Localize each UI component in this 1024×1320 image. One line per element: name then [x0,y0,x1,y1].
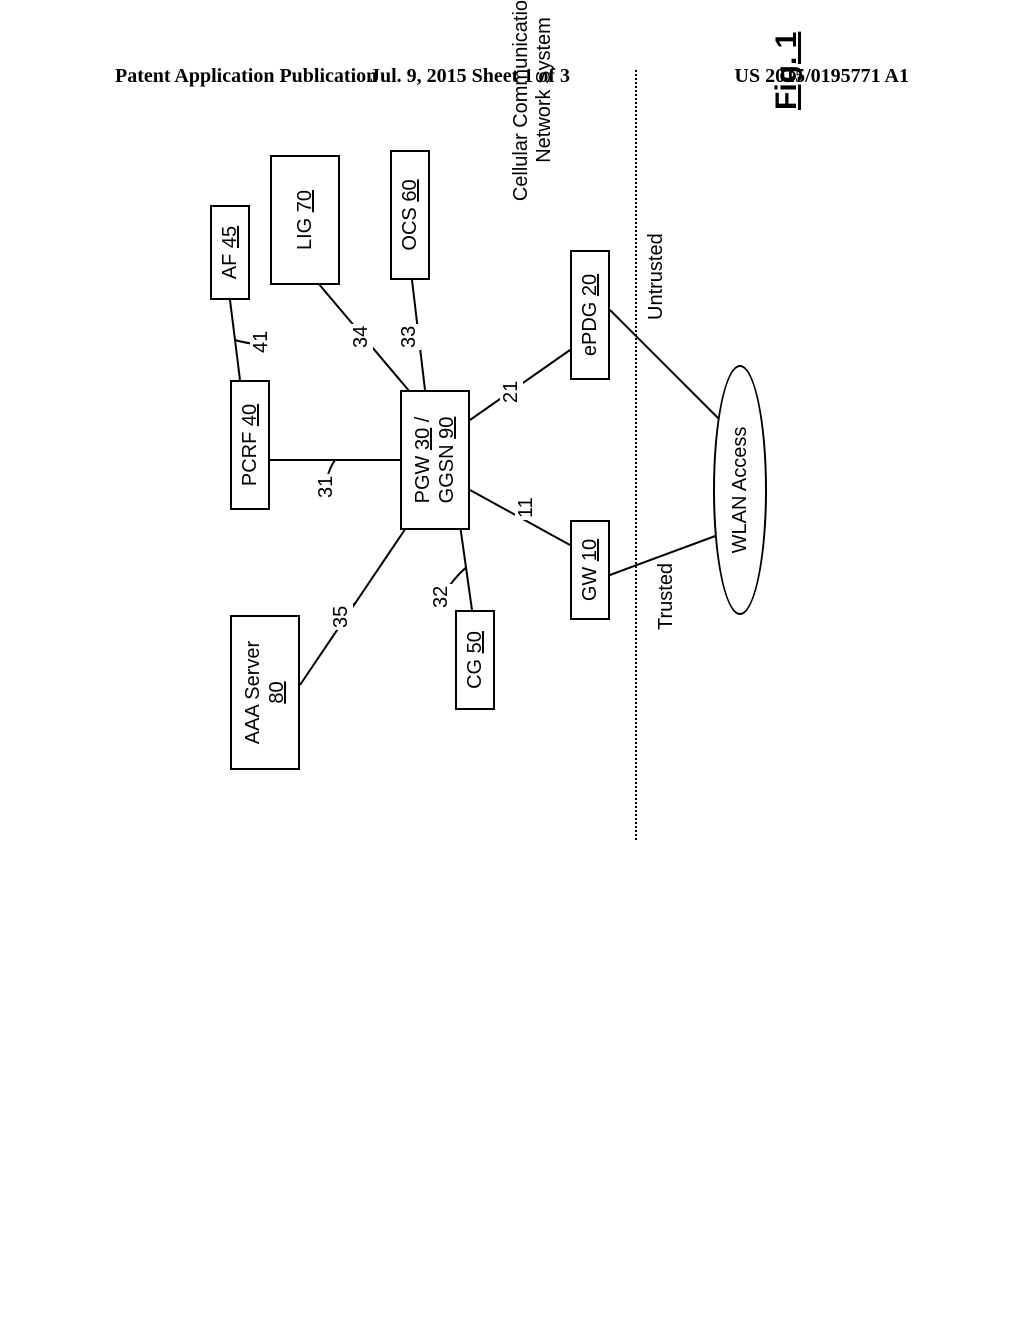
node-pgw-ggsn: PGW 30 / GGSN 90 [400,390,470,530]
node-pcrf: PCRF 40 [230,380,270,510]
node-cg: CG 50 [455,610,495,710]
node-epdg: ePDG 20 [570,250,610,380]
edge-label-34: 34 [350,324,373,350]
edges-svg [200,0,920,800]
edge-label-32: 32 [430,584,453,610]
edge-label-33: 33 [398,324,421,350]
label-cellular: Cellular Communications Network System [510,0,556,230]
node-af: AF 45 [210,205,250,300]
edge-epdg_wlan [610,310,720,420]
label-untrusted: Untrusted [645,233,668,320]
node-wlan-access: WLAN Access [713,365,767,615]
edge-label-31: 31 [315,474,338,500]
figure-1: AAA Server80 PCRF 40 AF 45 LIG 70 CG 50 … [200,0,820,800]
edge-label-21: 21 [500,379,523,405]
figure-caption: Fig. 1 [770,32,804,110]
node-lig: LIG 70 [270,155,340,285]
edge-label-41: 41 [250,329,273,355]
label-trusted: Trusted [655,563,678,630]
boundary-line [635,70,637,840]
node-ocs: OCS 60 [390,150,430,280]
node-aaa-server: AAA Server80 [230,615,300,770]
edge-label-11: 11 [515,495,538,520]
edge-label-35: 35 [330,604,353,630]
node-gw: GW 10 [570,520,610,620]
